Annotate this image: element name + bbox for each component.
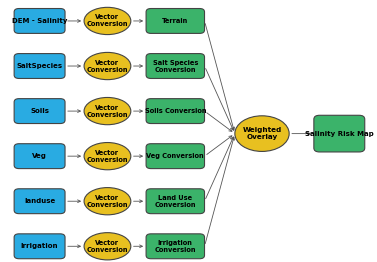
- FancyBboxPatch shape: [14, 99, 65, 123]
- Text: landuse: landuse: [24, 198, 55, 204]
- FancyBboxPatch shape: [14, 144, 65, 169]
- Ellipse shape: [84, 7, 131, 35]
- FancyBboxPatch shape: [14, 189, 65, 214]
- FancyBboxPatch shape: [146, 99, 204, 123]
- Text: Soils Conversion: Soils Conversion: [144, 108, 206, 114]
- Text: Irrigation: Irrigation: [21, 243, 58, 249]
- Ellipse shape: [84, 52, 131, 80]
- FancyBboxPatch shape: [146, 234, 204, 259]
- Text: Vector
Conversion: Vector Conversion: [87, 105, 128, 118]
- FancyBboxPatch shape: [146, 54, 204, 79]
- Text: Vector
Conversion: Vector Conversion: [87, 150, 128, 163]
- Text: Soils: Soils: [30, 108, 49, 114]
- FancyBboxPatch shape: [146, 144, 204, 169]
- FancyBboxPatch shape: [146, 189, 204, 214]
- Text: Vector
Conversion: Vector Conversion: [87, 59, 128, 73]
- Text: DEM - Salinity: DEM - Salinity: [12, 18, 67, 24]
- Text: Land Use
Conversion: Land Use Conversion: [155, 195, 196, 208]
- Text: Vector
Conversion: Vector Conversion: [87, 240, 128, 253]
- Text: Weighted
Overlay: Weighted Overlay: [242, 127, 282, 140]
- Text: Veg: Veg: [32, 153, 47, 159]
- Ellipse shape: [84, 233, 131, 260]
- Text: Salinity Risk Map: Salinity Risk Map: [305, 131, 374, 137]
- FancyBboxPatch shape: [14, 8, 65, 33]
- Text: Irrigation
Conversion: Irrigation Conversion: [155, 240, 196, 253]
- Text: Vector
Conversion: Vector Conversion: [87, 14, 128, 28]
- Ellipse shape: [84, 143, 131, 170]
- FancyBboxPatch shape: [14, 234, 65, 259]
- Text: Terrain: Terrain: [162, 18, 188, 24]
- Text: Vector
Conversion: Vector Conversion: [87, 195, 128, 208]
- Ellipse shape: [235, 116, 289, 151]
- FancyBboxPatch shape: [14, 54, 65, 79]
- Text: Veg Conversion: Veg Conversion: [147, 153, 204, 159]
- FancyBboxPatch shape: [146, 8, 204, 33]
- Text: SaltSpecies: SaltSpecies: [17, 63, 63, 69]
- FancyBboxPatch shape: [314, 115, 365, 152]
- Ellipse shape: [84, 97, 131, 125]
- Ellipse shape: [84, 188, 131, 215]
- Text: Salt Species
Conversion: Salt Species Conversion: [153, 59, 198, 73]
